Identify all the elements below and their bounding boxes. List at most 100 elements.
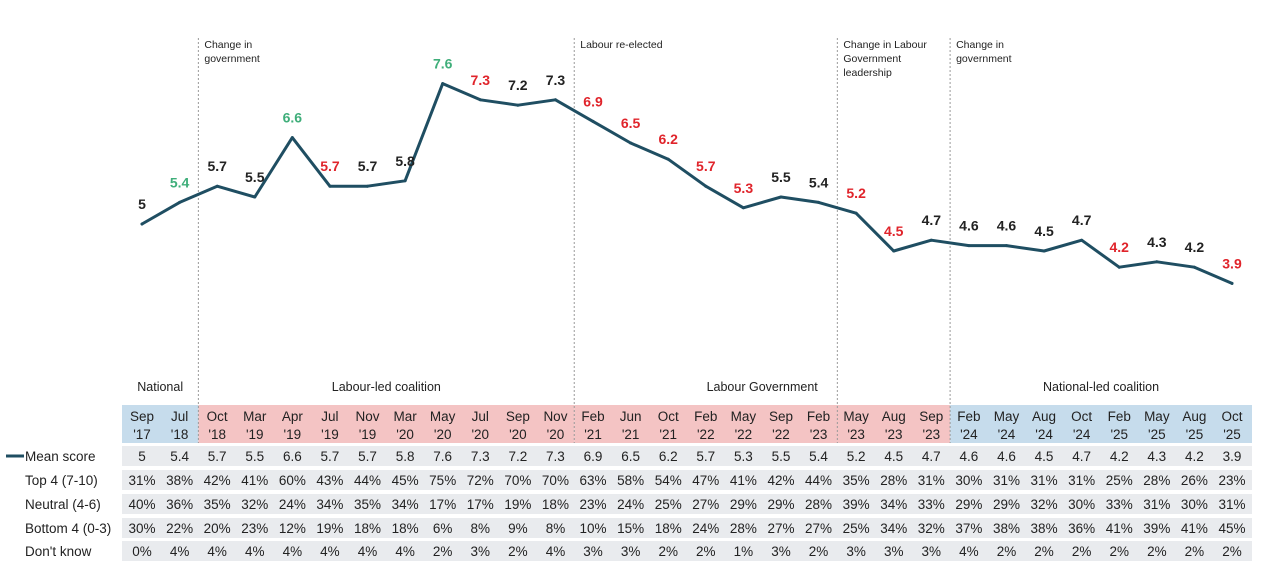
data-point xyxy=(441,82,445,86)
table-cell: 4.6 xyxy=(997,449,1016,464)
data-point xyxy=(779,195,783,199)
table-cell: 25% xyxy=(655,497,682,512)
table-cell: 3% xyxy=(922,544,942,559)
table-cell: 3% xyxy=(621,544,641,559)
category-year-label: '23 xyxy=(810,427,828,442)
category-year-label: '19 xyxy=(359,427,377,442)
table-row-label: Top 4 (7-10) xyxy=(25,473,98,488)
data-label: 5.4 xyxy=(809,174,829,190)
period-label: National xyxy=(137,380,183,394)
table-cell: 3% xyxy=(771,544,791,559)
table-cell: 75% xyxy=(429,473,456,488)
table-cell: 4.2 xyxy=(1110,449,1129,464)
data-point xyxy=(629,141,633,145)
table-cell: 30% xyxy=(1068,497,1095,512)
data-label: 4.6 xyxy=(959,218,979,234)
table-cell: 41% xyxy=(1106,521,1133,536)
data-point xyxy=(1042,249,1046,253)
category-month-label: Feb xyxy=(1108,409,1131,424)
table-cell: 34% xyxy=(880,497,907,512)
table-cell: 2% xyxy=(1147,544,1167,559)
table-cell: 2% xyxy=(433,544,453,559)
data-point xyxy=(967,244,971,248)
data-point xyxy=(328,184,332,188)
table-cell: 8% xyxy=(546,521,566,536)
table-row-label: Neutral (4-6) xyxy=(25,497,101,512)
event-annotation: government xyxy=(204,53,260,65)
category-year-label: '21 xyxy=(659,427,677,442)
table-cell: 31% xyxy=(993,473,1020,488)
category-year-label: '20 xyxy=(509,427,527,442)
table-cell: 70% xyxy=(542,473,569,488)
category-year-label: '24 xyxy=(1035,427,1053,442)
table-cell: 7.3 xyxy=(546,449,565,464)
table-cell: 5.4 xyxy=(809,449,828,464)
category-month-label: Jul xyxy=(171,409,188,424)
table-cell: 41% xyxy=(241,473,268,488)
table-cell: 34% xyxy=(316,497,343,512)
table-cell: 35% xyxy=(843,473,870,488)
data-point xyxy=(215,184,219,188)
table-cell: 18% xyxy=(354,521,381,536)
category-month-label: Jul xyxy=(321,409,338,424)
table-cell: 5.4 xyxy=(170,449,189,464)
category-year-label: '23 xyxy=(923,427,941,442)
data-label: 4.5 xyxy=(1034,223,1054,239)
table-cell: 28% xyxy=(730,521,757,536)
table-cell: 3% xyxy=(884,544,904,559)
table-cell: 63% xyxy=(580,473,607,488)
table-cell: 6.9 xyxy=(584,449,603,464)
data-label: 7.6 xyxy=(433,56,453,72)
period-label: Labour Government xyxy=(707,380,819,394)
table-cell: 2% xyxy=(997,544,1017,559)
table-cell: 23% xyxy=(580,497,607,512)
table-row-band-3 xyxy=(122,518,1252,538)
table-cell: 54% xyxy=(655,473,682,488)
category-month-label: Mar xyxy=(393,409,417,424)
table-cell: 5.7 xyxy=(321,449,340,464)
category-year-label: '18 xyxy=(171,427,189,442)
data-label: 4.7 xyxy=(922,212,942,228)
table-cell: 0% xyxy=(132,544,152,559)
table-cell: 2% xyxy=(658,544,678,559)
category-month-label: Feb xyxy=(694,409,717,424)
period-shade-0 xyxy=(122,405,199,443)
table-cell: 19% xyxy=(316,521,343,536)
table-cell: 40% xyxy=(128,497,155,512)
data-point xyxy=(366,184,370,188)
table-cell: 24% xyxy=(279,497,306,512)
data-point xyxy=(516,103,520,107)
table-cell: 42% xyxy=(767,473,794,488)
category-month-label: Aug xyxy=(882,409,906,424)
category-year-label: '24 xyxy=(1073,427,1091,442)
table-cell: 4.7 xyxy=(922,449,941,464)
table-cell: 7.3 xyxy=(471,449,490,464)
category-year-label: '19 xyxy=(246,427,264,442)
table-cell: 2% xyxy=(696,544,716,559)
category-year-label: '21 xyxy=(584,427,602,442)
table-cell: 8% xyxy=(471,521,491,536)
data-point xyxy=(854,211,858,215)
table-cell: 6.6 xyxy=(283,449,302,464)
data-label: 4.2 xyxy=(1185,239,1205,255)
table-cell: 32% xyxy=(241,497,268,512)
table-cell: 5.5 xyxy=(772,449,791,464)
data-point xyxy=(1080,238,1084,242)
period-shade-2 xyxy=(574,405,951,443)
table-cell: 39% xyxy=(843,497,870,512)
category-year-label: '25 xyxy=(1110,427,1128,442)
table-cell: 30% xyxy=(955,473,982,488)
table-cell: 4.5 xyxy=(1035,449,1054,464)
table-cell: 22% xyxy=(166,521,193,536)
category-month-label: Apr xyxy=(282,409,304,424)
data-point xyxy=(929,238,933,242)
table-cell: 25% xyxy=(1106,473,1133,488)
table-cell: 38% xyxy=(1031,521,1058,536)
table-cell: 2% xyxy=(809,544,829,559)
category-month-label: Oct xyxy=(1071,409,1092,424)
table-cell: 2% xyxy=(1109,544,1129,559)
data-label: 6.2 xyxy=(658,131,678,147)
category-year-label: '17 xyxy=(133,427,151,442)
table-cell: 15% xyxy=(617,521,644,536)
